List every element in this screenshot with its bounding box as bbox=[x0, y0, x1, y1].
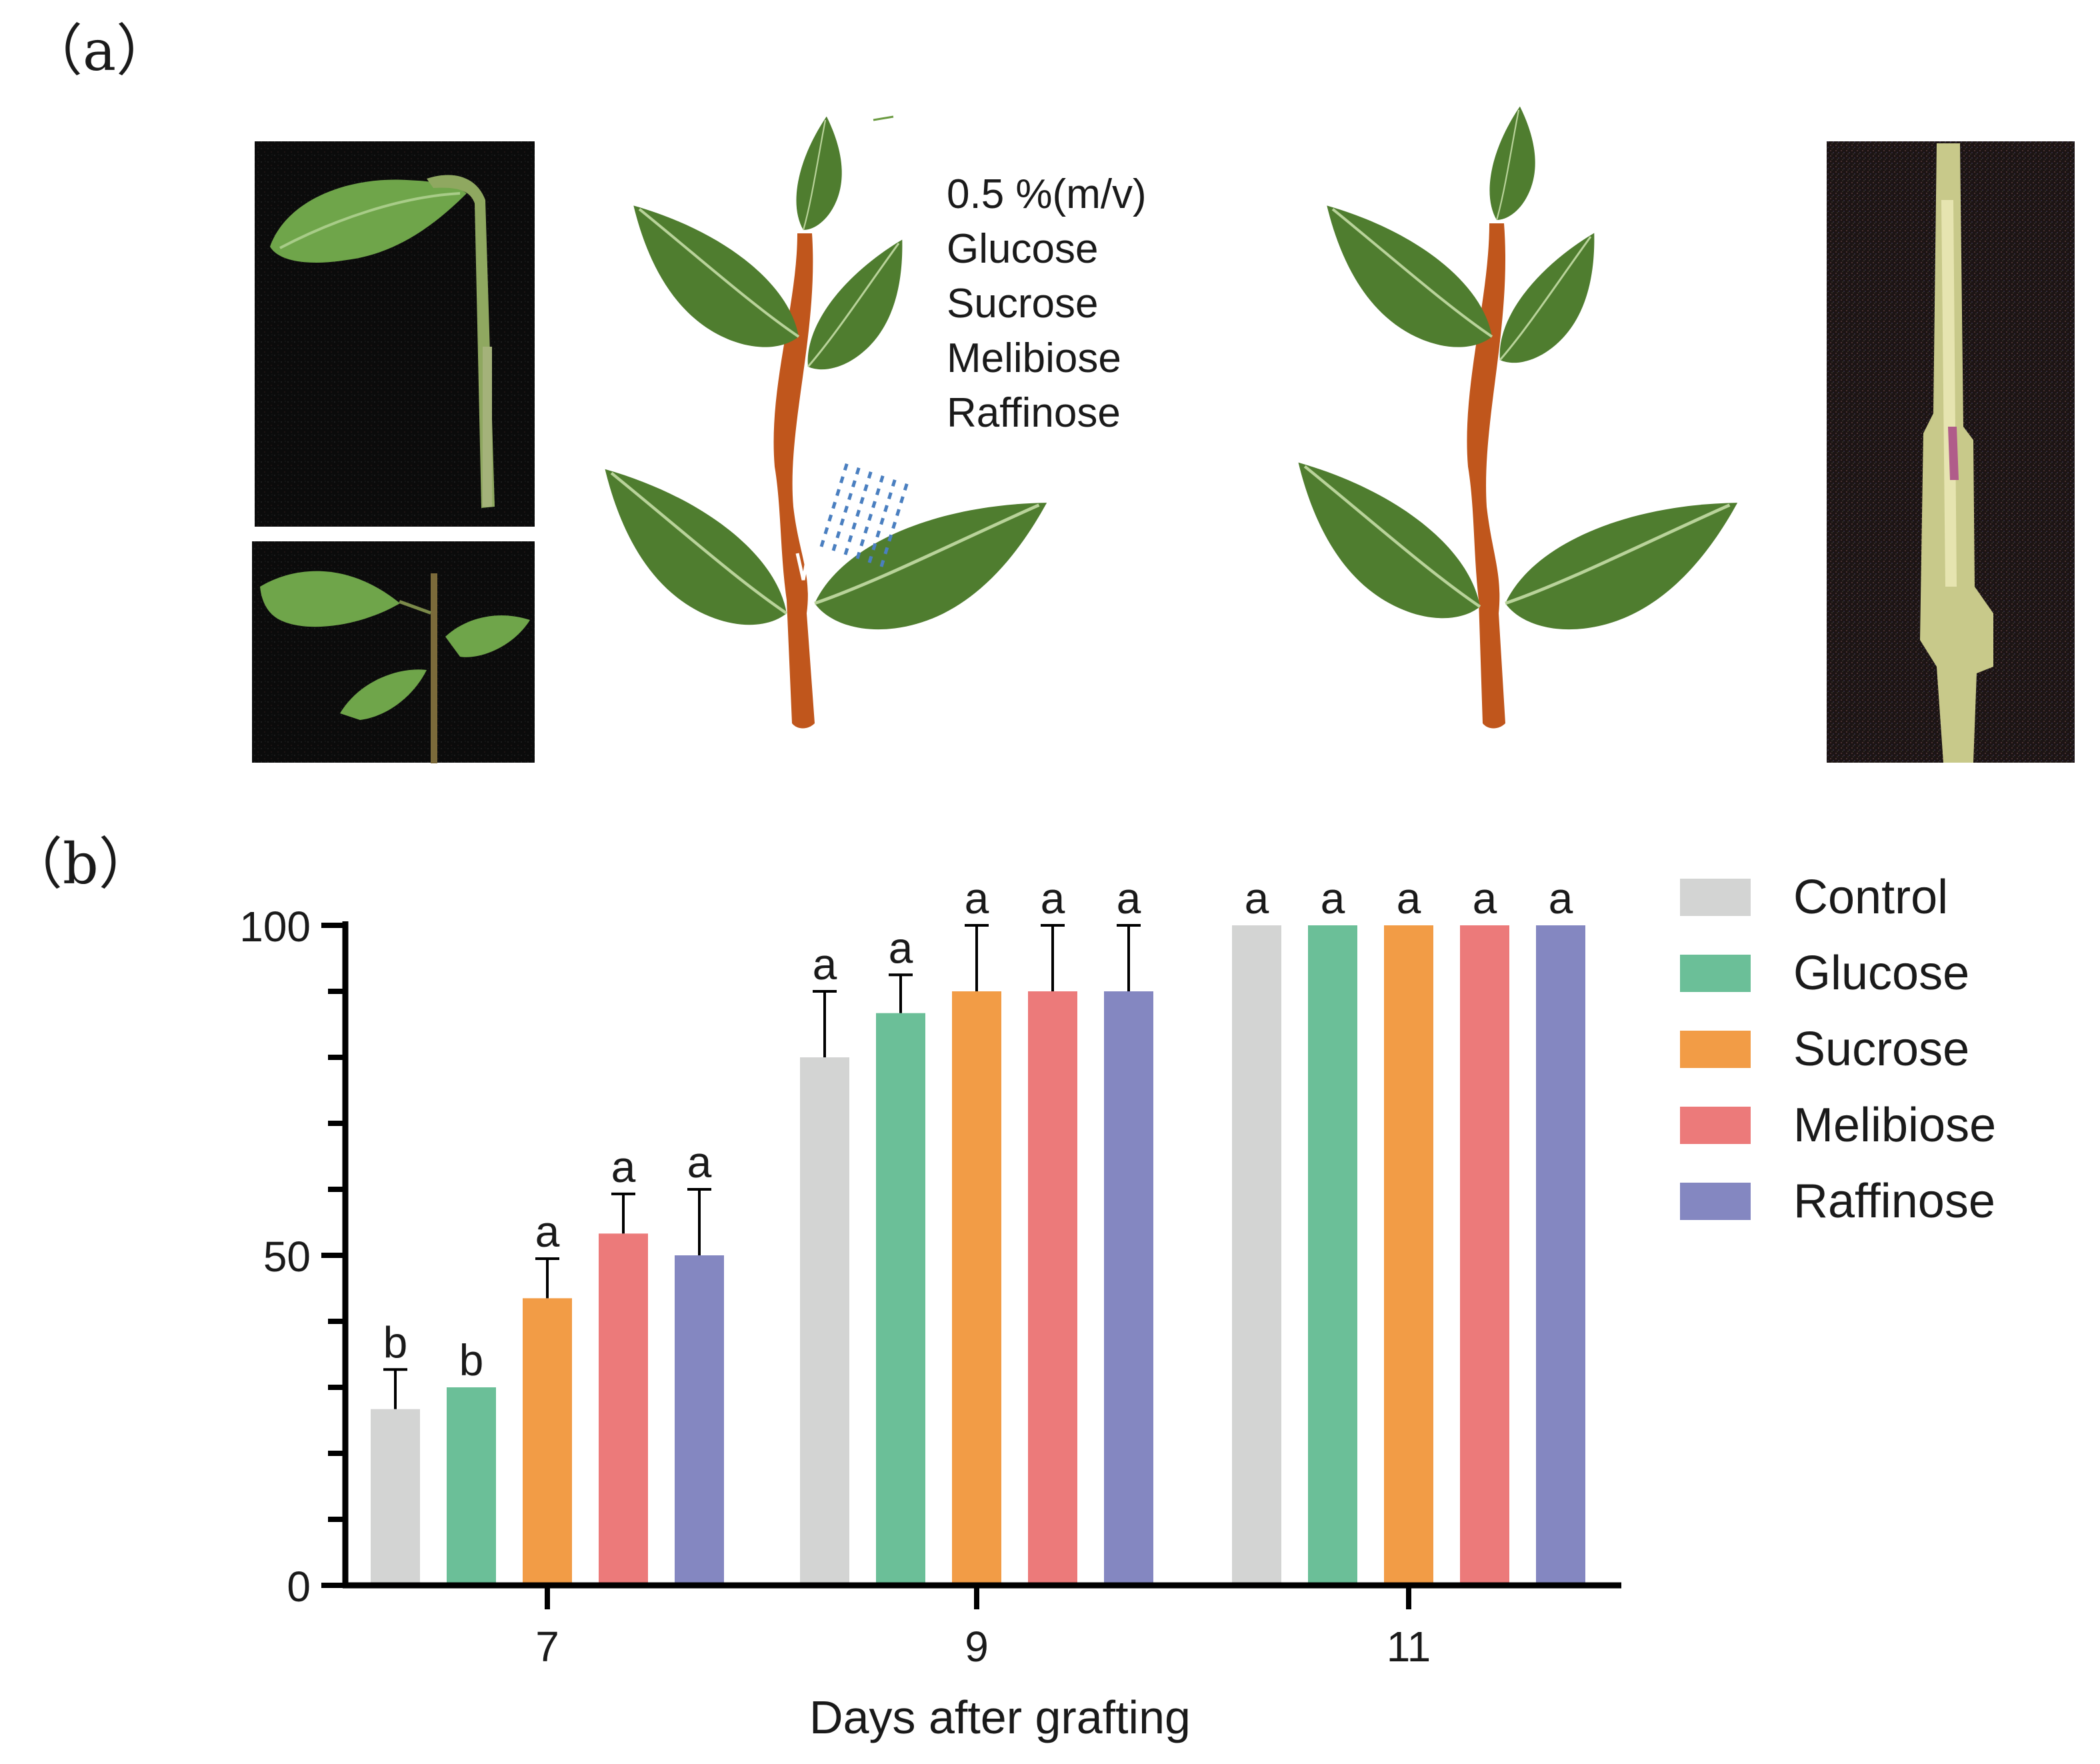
legend-label: Melibiose bbox=[1793, 1099, 1996, 1152]
x-tick-label: 11 bbox=[1387, 1623, 1431, 1671]
significance-letter: a bbox=[965, 873, 989, 923]
significance-letter: a bbox=[889, 923, 913, 972]
bar bbox=[675, 1255, 724, 1583]
legend-label: Sucrose bbox=[1793, 1023, 1969, 1076]
x-axis-label: Days after grafting bbox=[809, 1691, 1191, 1743]
legend: Control Glucose Sucrose Melibiose Raffinose bbox=[1680, 871, 1996, 1228]
significance-letter: a bbox=[1245, 873, 1269, 923]
significance-letter: a bbox=[1473, 873, 1497, 923]
significance-letter: a bbox=[535, 1207, 560, 1256]
significance-letter: a bbox=[611, 1142, 636, 1191]
legend-label: Glucose bbox=[1793, 947, 1969, 1000]
bar bbox=[1536, 925, 1585, 1583]
bar bbox=[523, 1298, 572, 1583]
treatment-line: Raffinose bbox=[947, 390, 1121, 436]
legend-swatch bbox=[1680, 955, 1751, 992]
scion-wilted-photo bbox=[255, 141, 535, 527]
bar bbox=[1104, 991, 1153, 1583]
graft-union-photo bbox=[1827, 141, 2075, 763]
significance-letter: b bbox=[459, 1335, 484, 1385]
grafted-plant-healed-illustration bbox=[1263, 105, 1747, 729]
panel-b-label: （b） bbox=[7, 831, 155, 897]
bar bbox=[447, 1387, 496, 1583]
y-tick-label: 50 bbox=[263, 1233, 311, 1281]
treatment-line: 0.5 %(m/v) bbox=[947, 171, 1147, 217]
bar bbox=[1460, 925, 1509, 1583]
significance-letter: a bbox=[813, 939, 837, 989]
panel-a-label: （a） bbox=[27, 18, 172, 83]
x-tick-label: 7 bbox=[535, 1623, 559, 1671]
bar bbox=[1384, 925, 1433, 1583]
y-tick-label: 0 bbox=[287, 1563, 311, 1611]
grafted-plant-sprayed-illustration bbox=[570, 115, 1057, 729]
legend-label: Raffinose bbox=[1793, 1175, 1995, 1228]
bar bbox=[800, 1057, 849, 1583]
bar bbox=[1028, 991, 1077, 1583]
bar bbox=[876, 1013, 925, 1583]
bar-chart: 0 50 100 b b a a a a a a a a a a a a a 7 9 11 Days after g… bbox=[239, 871, 1996, 1743]
bar bbox=[1232, 925, 1281, 1583]
significance-letter: a bbox=[1549, 873, 1573, 923]
legend-swatch bbox=[1680, 1031, 1751, 1068]
bar bbox=[952, 991, 1001, 1583]
treatment-list: 0.5 %(m/v) Glucose Sucrose Melibiose Raf… bbox=[947, 171, 1147, 436]
y-tick-label: 100 bbox=[239, 903, 311, 951]
significance-letter: a bbox=[1321, 873, 1345, 923]
significance-letter: a bbox=[1397, 873, 1421, 923]
spray-droplets bbox=[819, 459, 910, 567]
legend-swatch bbox=[1680, 1183, 1751, 1220]
treatment-line: Sucrose bbox=[947, 281, 1098, 327]
x-tick-label: 9 bbox=[965, 1623, 989, 1671]
bar bbox=[371, 1409, 420, 1583]
legend-label: Control bbox=[1793, 871, 1948, 924]
grafted-cutting-photo bbox=[252, 541, 535, 763]
significance-letter: a bbox=[687, 1137, 712, 1187]
treatment-line: Melibiose bbox=[947, 335, 1121, 381]
treatment-line: Glucose bbox=[947, 226, 1098, 272]
bar bbox=[599, 1233, 648, 1583]
bar bbox=[1308, 925, 1357, 1583]
significance-letter: a bbox=[1117, 873, 1141, 923]
significance-letter: a bbox=[1041, 873, 1065, 923]
legend-swatch bbox=[1680, 879, 1751, 916]
legend-swatch bbox=[1680, 1107, 1751, 1144]
significance-letter: b bbox=[383, 1317, 408, 1367]
